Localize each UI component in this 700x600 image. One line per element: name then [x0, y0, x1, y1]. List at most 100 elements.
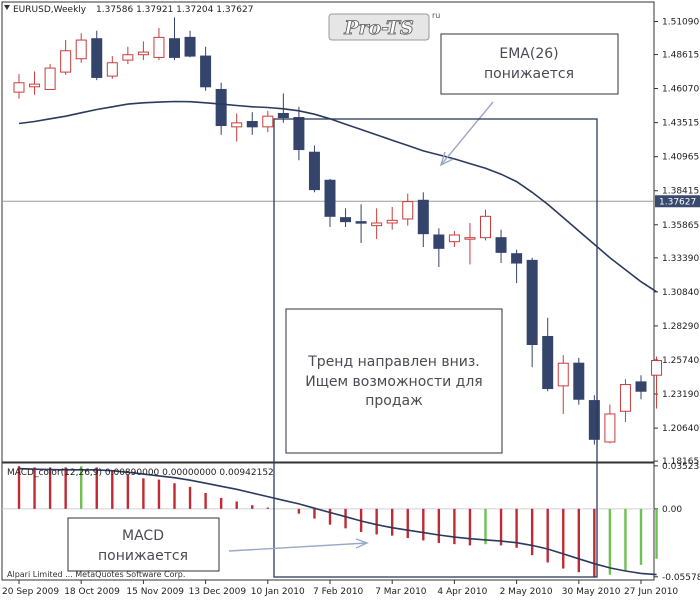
candle-body-bull [262, 115, 274, 128]
candle-body-bull [386, 219, 398, 224]
logo-text: Pro-TS [343, 17, 414, 39]
candle [137, 41, 149, 61]
price-tick-label: 1.18165 [662, 457, 699, 467]
candle-body-bull [137, 51, 149, 56]
candle-body-bear [277, 112, 289, 119]
candle [262, 110, 274, 133]
price-tick-label: 1.51090 [662, 17, 699, 27]
candle [402, 193, 414, 226]
macd-panel-frame [1, 462, 655, 581]
ema-note-box [440, 33, 619, 95]
candle-body-bear [542, 335, 554, 390]
candle-body-bear [495, 237, 507, 253]
candle-body-bear [433, 234, 445, 249]
candle [480, 209, 491, 241]
price-tick-label: 1.40965 [662, 153, 699, 163]
candle-body-bull [371, 222, 383, 227]
candle-body-bull [480, 215, 491, 239]
candle-body-bull [231, 122, 243, 128]
candle [91, 30, 103, 81]
candle-body-bull [464, 237, 476, 240]
candle-body-bear [635, 381, 647, 392]
candle [44, 64, 56, 90]
candle-body-bear [355, 221, 367, 224]
candle [75, 33, 87, 63]
chart-title: EURUSD,Weekly [13, 5, 87, 15]
candle [495, 229, 507, 264]
candle [60, 40, 72, 75]
candle [635, 375, 647, 400]
price-tick-label: 1.43515 [662, 119, 699, 129]
candle [153, 28, 165, 61]
candle [169, 17, 180, 61]
macd-note-box [67, 517, 220, 572]
candle-body-bull [448, 234, 460, 243]
candle [619, 379, 631, 422]
candle-body-bull [44, 67, 56, 90]
price-tick-label: 1.35865 [662, 221, 699, 231]
candle-body-bull [13, 82, 25, 93]
downtrend-highlight-box [273, 118, 598, 578]
trend-note-box [285, 308, 503, 454]
macd-note-line1: MACD [122, 528, 164, 544]
candle [122, 46, 134, 65]
time-tick-label: 15 Nov 2009 [126, 587, 184, 597]
price-axis: 1.51090 1.48615 1.46070 1.43515 1.40965 1.384… [654, 17, 699, 467]
time-tick-label: 20 Sep 2009 [2, 587, 59, 597]
candle [526, 257, 538, 368]
macd-tick-label: 0.035238 [662, 462, 700, 472]
price-tick-label: 1.25740 [662, 356, 699, 366]
ema26-line [18, 100, 658, 293]
chart-title-triangle-icon [4, 5, 10, 10]
price-tick-label: 1.23190 [662, 390, 699, 400]
price-tick-label: 1.28290 [662, 322, 699, 332]
time-tick-label: 30 May 2010 [562, 587, 621, 597]
candle [588, 395, 600, 445]
candle [355, 204, 367, 244]
candle-body-bull [619, 384, 631, 412]
candle-body-bear [184, 36, 196, 57]
candle-body-bear [308, 151, 320, 191]
time-tick-label: 13 Dec 2009 [189, 587, 247, 597]
trend-note-line1: Тренд направлен вниз. [307, 354, 480, 370]
candle-body-bull [60, 50, 72, 73]
candle-body-bear [324, 179, 336, 217]
price-tick-label: 1.48615 [662, 51, 699, 61]
time-axis: 20 Sep 2009 18 Oct 2009 15 Nov 2009 13 Dec … [2, 580, 678, 597]
candle [417, 192, 429, 248]
candle [200, 46, 212, 91]
candle [464, 222, 476, 265]
candles [13, 17, 663, 445]
candle [308, 145, 320, 193]
price-tick-label: 1.46070 [662, 85, 699, 95]
current-price-badge [655, 195, 700, 208]
candle-body-bear [340, 217, 352, 223]
ema-note-line2: понижается [484, 66, 574, 82]
ohlc-readout: 1.37586 1.37921 1.37204 1.37627 [96, 5, 253, 15]
time-tick-label: 7 Feb 2010 [313, 587, 364, 597]
pro-ts-logo: Pro-TS ru [328, 11, 440, 41]
candle-body-bull [29, 83, 41, 88]
candle [371, 208, 383, 240]
price-tick-label: 1.20640 [662, 424, 699, 434]
candle [651, 356, 663, 409]
time-tick-label: 4 Apr 2010 [437, 587, 487, 597]
time-tick-label: 18 Oct 2009 [64, 587, 120, 597]
candle-body-bull [604, 413, 616, 443]
macd-note-line2: понижается [98, 548, 188, 564]
candle-body-bull [75, 39, 87, 60]
time-tick-label: 2 May 2010 [500, 587, 553, 597]
candle [29, 71, 41, 95]
trend-note-line3: продаж [365, 393, 423, 409]
candle-body-bear [293, 117, 305, 151]
candle-body-bear [573, 362, 585, 400]
candle [106, 56, 118, 79]
logo-sup: ru [432, 11, 440, 20]
broker-copyright: Alpari Limited ... MetaQuotes Software C… [7, 570, 185, 579]
candle [433, 228, 445, 268]
macd-histogram [17, 466, 658, 578]
candle-body-bear [91, 38, 103, 78]
